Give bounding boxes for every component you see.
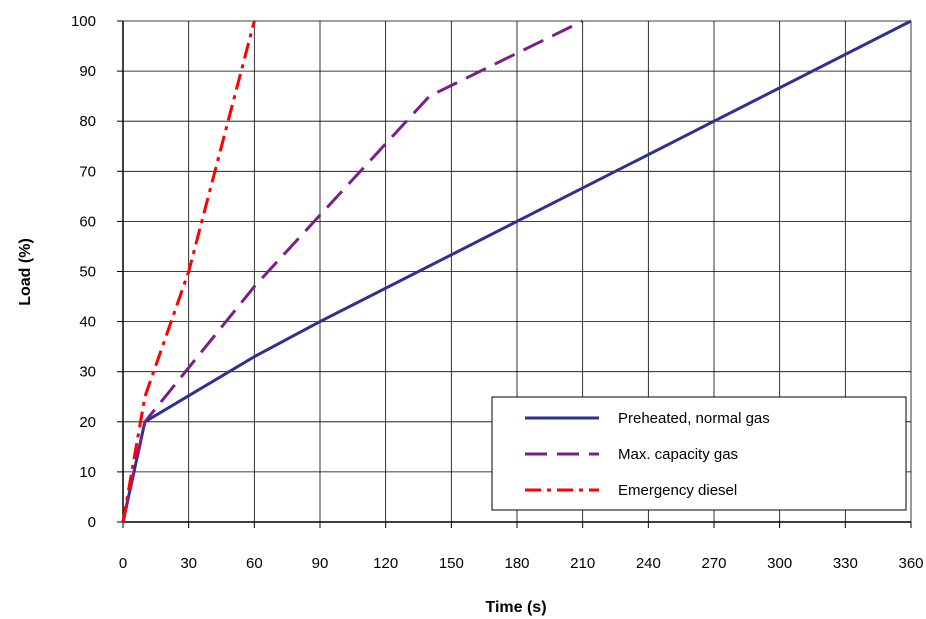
- y-tick-label: 40: [79, 314, 96, 331]
- series-line-2: [121, 20, 256, 523]
- y-tick-label: 60: [79, 213, 96, 230]
- x-tick-label: 360: [898, 555, 923, 572]
- y-tick-label: 30: [79, 364, 96, 381]
- x-tick-label: 270: [701, 555, 726, 572]
- x-tick-label: 90: [312, 555, 329, 572]
- series-line-1: [121, 19, 584, 523]
- y-axis-title: Load (%): [17, 238, 34, 306]
- axes: [117, 20, 912, 528]
- x-tick-label: 210: [570, 555, 595, 572]
- legend-label-1: Max. capacity gas: [618, 446, 738, 463]
- y-tick-label: 50: [79, 264, 96, 281]
- y-tick-labels: 0 10 20 30 40 50 60 70 80 90 100: [71, 13, 96, 531]
- x-tick-label: 330: [833, 555, 858, 572]
- legend: Preheated, normal gas Max. capacity gas Em…: [491, 396, 907, 511]
- y-tick-label: 70: [79, 163, 96, 180]
- legend-label-2: Emergency diesel: [618, 482, 737, 499]
- x-axis-title: Time (s): [485, 599, 546, 616]
- x-tick-label: 240: [636, 555, 661, 572]
- x-tick-label: 0: [119, 555, 127, 572]
- legend-label-0: Preheated, normal gas: [618, 410, 770, 427]
- x-tick-label: 150: [439, 555, 464, 572]
- y-tick-label: 20: [79, 414, 96, 431]
- series-lines: [121, 19, 912, 523]
- x-tick-label: 30: [180, 555, 197, 572]
- y-tick-label: 0: [88, 514, 96, 531]
- y-tick-label: 80: [79, 113, 96, 130]
- y-tick-label: 90: [79, 63, 96, 80]
- x-tick-label: 120: [373, 555, 398, 572]
- x-tick-label: 60: [246, 555, 263, 572]
- x-tick-labels: 0 30 60 90 120 150 180 210 240 270 300 330 360: [119, 555, 924, 572]
- y-tick-label: 10: [79, 464, 96, 481]
- x-tick-label: 300: [767, 555, 792, 572]
- x-tick-label: 180: [504, 555, 529, 572]
- y-tick-label: 100: [71, 13, 96, 30]
